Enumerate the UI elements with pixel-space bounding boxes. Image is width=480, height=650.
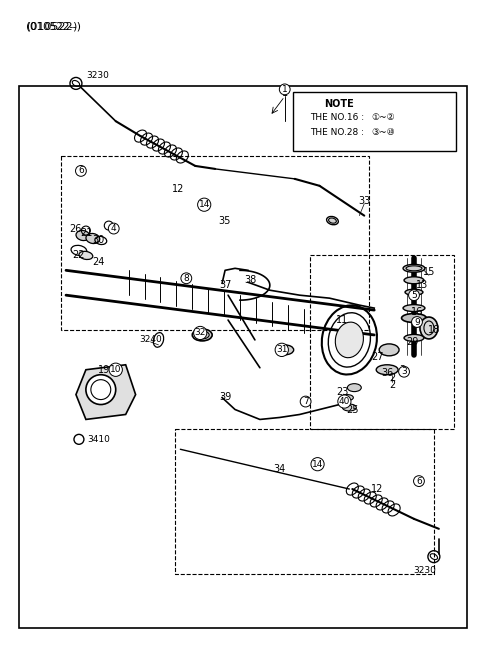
FancyBboxPatch shape (19, 86, 467, 629)
Text: 31: 31 (276, 345, 288, 354)
Text: 6: 6 (416, 476, 422, 486)
Text: 3410: 3410 (87, 435, 110, 444)
Ellipse shape (86, 233, 100, 244)
Ellipse shape (420, 317, 438, 339)
Text: 29: 29 (406, 337, 418, 347)
Text: 27: 27 (371, 352, 384, 362)
Text: 40: 40 (339, 397, 350, 406)
Text: 30: 30 (93, 235, 105, 246)
Text: 34: 34 (274, 464, 286, 474)
Text: (010522-): (010522-) (26, 21, 77, 32)
Ellipse shape (376, 365, 398, 374)
Text: 26: 26 (69, 224, 81, 233)
Circle shape (86, 374, 116, 404)
Text: 2: 2 (389, 380, 395, 389)
Ellipse shape (403, 265, 425, 272)
Text: 13: 13 (416, 280, 428, 291)
Ellipse shape (341, 395, 353, 400)
Ellipse shape (192, 329, 212, 341)
Text: 14: 14 (199, 200, 210, 209)
Text: 11: 11 (336, 315, 348, 325)
Text: THE NO.16 :: THE NO.16 : (310, 112, 367, 122)
Text: 23: 23 (336, 387, 348, 396)
Text: 1: 1 (282, 85, 288, 94)
Text: ①~②: ①~② (371, 112, 395, 122)
Text: 12: 12 (371, 484, 384, 494)
Text: 8: 8 (183, 274, 189, 283)
Text: 21: 21 (81, 227, 93, 237)
Text: 7: 7 (303, 397, 309, 406)
Text: 14: 14 (312, 460, 323, 469)
Text: 15: 15 (423, 267, 435, 278)
Text: THE NO.28 :: THE NO.28 : (310, 127, 366, 136)
Text: 2: 2 (389, 372, 395, 383)
Ellipse shape (402, 313, 426, 322)
Text: 35: 35 (218, 216, 230, 226)
Text: 19: 19 (97, 365, 110, 375)
Ellipse shape (405, 289, 423, 295)
Text: 3230: 3230 (86, 71, 109, 80)
Text: 6: 6 (78, 166, 84, 176)
Text: 3: 3 (399, 365, 405, 375)
Text: 25: 25 (346, 404, 359, 415)
Text: 16: 16 (411, 307, 423, 317)
Text: 36: 36 (381, 368, 393, 378)
Text: ③~⑩: ③~⑩ (371, 127, 395, 136)
Text: 18: 18 (428, 325, 440, 335)
Text: 1: 1 (282, 88, 288, 98)
Text: 10: 10 (110, 365, 121, 374)
Ellipse shape (336, 322, 363, 358)
Text: 33: 33 (358, 196, 371, 205)
Text: 4: 4 (111, 224, 117, 233)
Ellipse shape (379, 344, 399, 356)
Ellipse shape (404, 335, 424, 341)
FancyBboxPatch shape (293, 92, 456, 151)
Ellipse shape (403, 305, 425, 311)
Text: 38: 38 (244, 275, 256, 285)
Ellipse shape (79, 252, 93, 259)
Ellipse shape (348, 384, 361, 391)
Text: (010522-): (010522-) (26, 21, 81, 32)
Ellipse shape (404, 277, 424, 284)
Text: NOTE: NOTE (324, 99, 354, 109)
Ellipse shape (76, 231, 90, 240)
Text: 3240: 3240 (139, 335, 162, 345)
Polygon shape (76, 365, 136, 419)
Ellipse shape (342, 404, 356, 411)
Text: 32: 32 (194, 328, 206, 337)
Text: 12: 12 (172, 184, 184, 194)
Text: 5: 5 (411, 291, 417, 300)
Text: 22: 22 (72, 250, 85, 261)
Text: 37: 37 (219, 280, 231, 291)
Text: 3: 3 (401, 367, 407, 376)
Text: 24: 24 (93, 257, 105, 267)
Text: 39: 39 (219, 391, 231, 402)
Ellipse shape (329, 218, 336, 223)
Text: 3230: 3230 (413, 566, 436, 575)
Ellipse shape (276, 345, 294, 355)
Text: 9: 9 (414, 317, 420, 326)
